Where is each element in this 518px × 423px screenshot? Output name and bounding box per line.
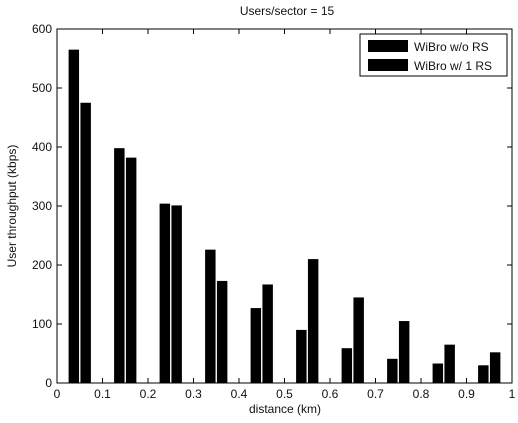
y-tick-label-4: 300 <box>32 199 52 213</box>
bar-series1-9 <box>432 363 444 383</box>
bar-series1-2 <box>114 148 125 383</box>
bar-series1-7 <box>341 348 353 383</box>
bar-series1-1 <box>68 49 80 384</box>
bar-series1-4 <box>205 249 216 383</box>
bar-series2-7 <box>353 297 364 383</box>
legend-swatch-1 <box>368 40 408 52</box>
x-tick-label-9: 0.8 <box>413 387 430 401</box>
bar-series1-10 <box>478 365 489 383</box>
x-tick-label-7: 0.6 <box>322 387 339 401</box>
x-tick-label-2: 0.1 <box>94 387 111 401</box>
bar-series1-5 <box>250 308 262 383</box>
bar-series2-3 <box>171 205 182 383</box>
x-tick-label-6: 0.5 <box>276 387 293 401</box>
bar-series2-6 <box>307 259 319 383</box>
y-ticks: 0 100 200 300 400 500 600 <box>32 22 512 390</box>
bars-group <box>68 49 501 384</box>
y-tick-label-6: 500 <box>32 81 52 95</box>
bar-series2-10 <box>489 352 501 383</box>
x-tick-label-3: 0.2 <box>140 387 157 401</box>
bar-series2-2 <box>125 157 137 383</box>
chart-title: Users/sector = 15 <box>240 4 335 18</box>
y-axis-title: User throughput (kbps) <box>5 145 19 268</box>
x-tick-label-4: 0.3 <box>185 387 202 401</box>
y-tick-label-1: 0 <box>45 376 52 390</box>
y-tick-label-3: 200 <box>32 258 52 272</box>
bar-series1-6 <box>296 329 307 383</box>
legend: WiBro w/o RS WiBro w/ 1 RS <box>359 33 508 77</box>
x-tick-label-11: 1 <box>509 387 516 401</box>
bar-series2-4 <box>216 280 228 383</box>
bar-series1-8 <box>387 358 398 383</box>
x-ticks: 0 0.1 0.2 0.3 0.4 0.5 0.6 0.7 0.8 0.9 1 <box>54 29 516 401</box>
y-tick-label-2: 100 <box>32 317 52 331</box>
x-tick-label-8: 0.7 <box>367 387 384 401</box>
x-tick-label-10: 0.9 <box>458 387 475 401</box>
bar-series2-9 <box>444 344 455 383</box>
y-tick-label-7: 600 <box>32 22 52 36</box>
legend-label-1: WiBro w/o RS <box>414 40 489 54</box>
bar-series2-1 <box>80 102 91 383</box>
x-axis-title: distance (km) <box>249 402 321 416</box>
bar-series2-8 <box>398 321 410 383</box>
legend-label-2: WiBro w/ 1 RS <box>414 59 492 73</box>
legend-swatch-2 <box>368 59 408 71</box>
x-tick-label-1: 0 <box>54 387 61 401</box>
x-tick-label-5: 0.4 <box>231 387 248 401</box>
y-tick-label-5: 400 <box>32 140 52 154</box>
plot-frame <box>56 28 513 384</box>
bar-series1-3 <box>159 203 171 383</box>
bar-series2-5 <box>262 284 273 383</box>
